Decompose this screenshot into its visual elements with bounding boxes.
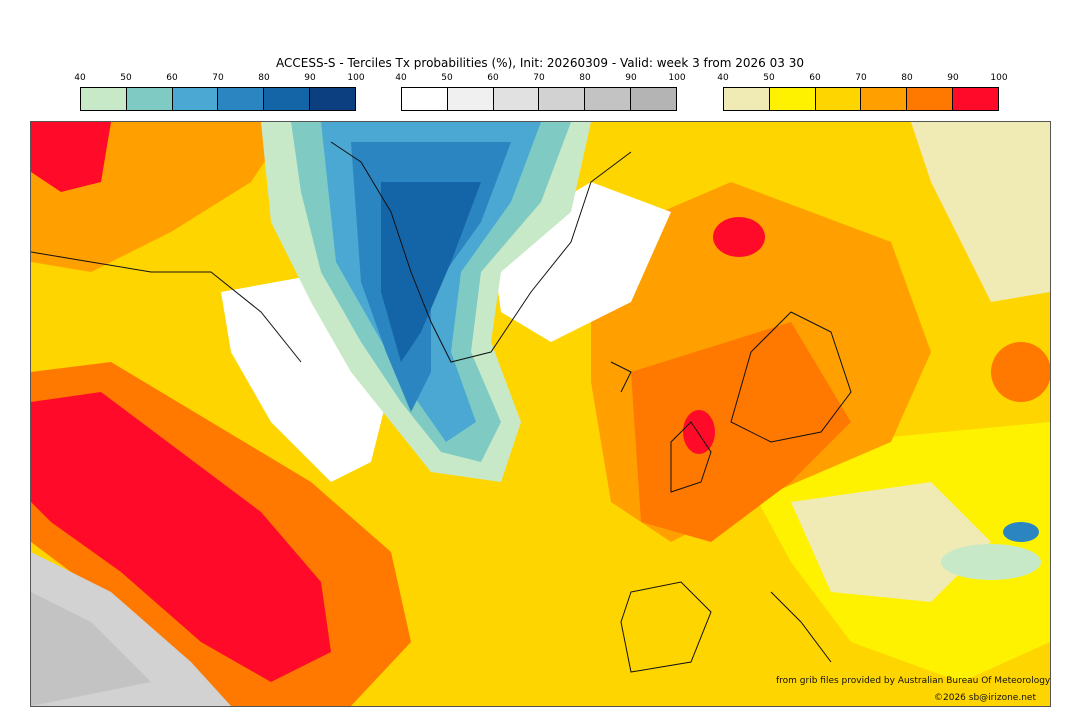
tick-label: 80 bbox=[579, 73, 591, 83]
region-east-blue bbox=[1003, 522, 1039, 542]
region-greenland-deep bbox=[381, 182, 481, 362]
tick-label: 80 bbox=[258, 73, 270, 83]
tick-label: 50 bbox=[441, 73, 453, 83]
italy-coast bbox=[770, 591, 832, 663]
tick-label: 100 bbox=[990, 73, 1008, 83]
swatch bbox=[218, 88, 265, 110]
colorbar-near-normal: 40 50 60 70 80 90 100 bbox=[395, 73, 686, 113]
tick-label: 60 bbox=[166, 73, 178, 83]
swatch bbox=[493, 88, 540, 110]
source-credit: from grib files provided by Australian B… bbox=[776, 676, 1051, 686]
region-europe-low bbox=[791, 482, 991, 602]
swatch bbox=[815, 88, 862, 110]
swatch bbox=[631, 88, 676, 110]
colorbar-below-normal: 40 50 60 70 80 90 100 bbox=[74, 73, 365, 113]
hotspot-northwest bbox=[31, 122, 111, 192]
tick-label: 60 bbox=[487, 73, 499, 83]
swatch bbox=[310, 88, 355, 110]
colorbar-ticks: 40 50 60 70 80 90 100 bbox=[395, 73, 685, 87]
colorbar-swatches bbox=[401, 87, 677, 111]
region-atlantic-red bbox=[31, 392, 331, 682]
swatch bbox=[172, 88, 219, 110]
region-near-normal-sw-core bbox=[31, 592, 151, 706]
colorbar-ticks: 40 50 60 70 80 90 100 bbox=[717, 73, 1007, 87]
hotspot-norway bbox=[713, 217, 765, 257]
hotspot-uk bbox=[683, 410, 715, 454]
probability-map bbox=[30, 121, 1051, 707]
coastlines bbox=[31, 141, 852, 673]
colorbar-swatches bbox=[80, 87, 356, 111]
canada-coast bbox=[31, 251, 302, 363]
tick-label: 100 bbox=[347, 73, 365, 83]
swatch bbox=[539, 88, 586, 110]
swatch bbox=[907, 88, 954, 110]
iceland-coast bbox=[610, 361, 632, 393]
iberia-coast bbox=[620, 581, 712, 673]
britain-coast bbox=[670, 421, 712, 493]
swatch bbox=[724, 88, 770, 110]
swatch bbox=[264, 88, 311, 110]
scandinavia-coast bbox=[730, 311, 852, 443]
tick-label: 70 bbox=[212, 73, 224, 83]
tick-label: 100 bbox=[668, 73, 686, 83]
swatch bbox=[81, 88, 127, 110]
region-east-orange bbox=[991, 342, 1050, 402]
colorbar-ticks: 40 50 60 70 80 90 100 bbox=[74, 73, 364, 87]
swatch bbox=[953, 88, 998, 110]
swatch bbox=[769, 88, 816, 110]
tick-label: 70 bbox=[533, 73, 545, 83]
tick-label: 40 bbox=[74, 73, 86, 83]
swatch bbox=[861, 88, 908, 110]
tick-label: 60 bbox=[809, 73, 821, 83]
colorbar-above-normal: 40 50 60 70 80 90 100 bbox=[717, 73, 1008, 113]
colorbar-swatches bbox=[723, 87, 999, 111]
tick-label: 90 bbox=[625, 73, 637, 83]
tick-label: 50 bbox=[763, 73, 775, 83]
copyright-credit: ©2026 sb@irizone.net bbox=[934, 693, 1036, 703]
tick-label: 90 bbox=[304, 73, 316, 83]
tick-label: 80 bbox=[901, 73, 913, 83]
tick-label: 50 bbox=[120, 73, 132, 83]
swatch bbox=[126, 88, 173, 110]
tick-label: 90 bbox=[947, 73, 959, 83]
tick-label: 40 bbox=[717, 73, 729, 83]
swatch bbox=[585, 88, 632, 110]
swatch bbox=[402, 88, 448, 110]
region-above-low bbox=[911, 122, 1050, 302]
tick-label: 70 bbox=[855, 73, 867, 83]
tick-label: 40 bbox=[395, 73, 407, 83]
swatch bbox=[447, 88, 494, 110]
map-canvas bbox=[31, 122, 1050, 706]
region-east-green bbox=[941, 544, 1041, 580]
map-title: ACCESS-S - Terciles Tx probabilities (%)… bbox=[276, 56, 804, 70]
greenland-coast bbox=[330, 141, 632, 363]
